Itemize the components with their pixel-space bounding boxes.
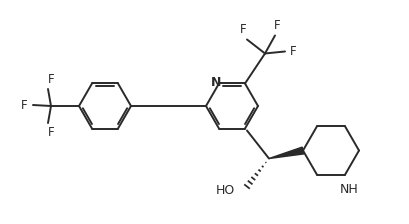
Polygon shape [268, 147, 303, 159]
Text: F: F [47, 73, 54, 86]
Text: N: N [210, 76, 220, 89]
Text: F: F [273, 19, 280, 32]
Text: F: F [239, 24, 246, 37]
Text: F: F [47, 126, 54, 139]
Text: F: F [289, 45, 296, 58]
Text: HO: HO [215, 184, 234, 197]
Text: NH: NH [339, 183, 357, 196]
Text: F: F [21, 99, 28, 112]
